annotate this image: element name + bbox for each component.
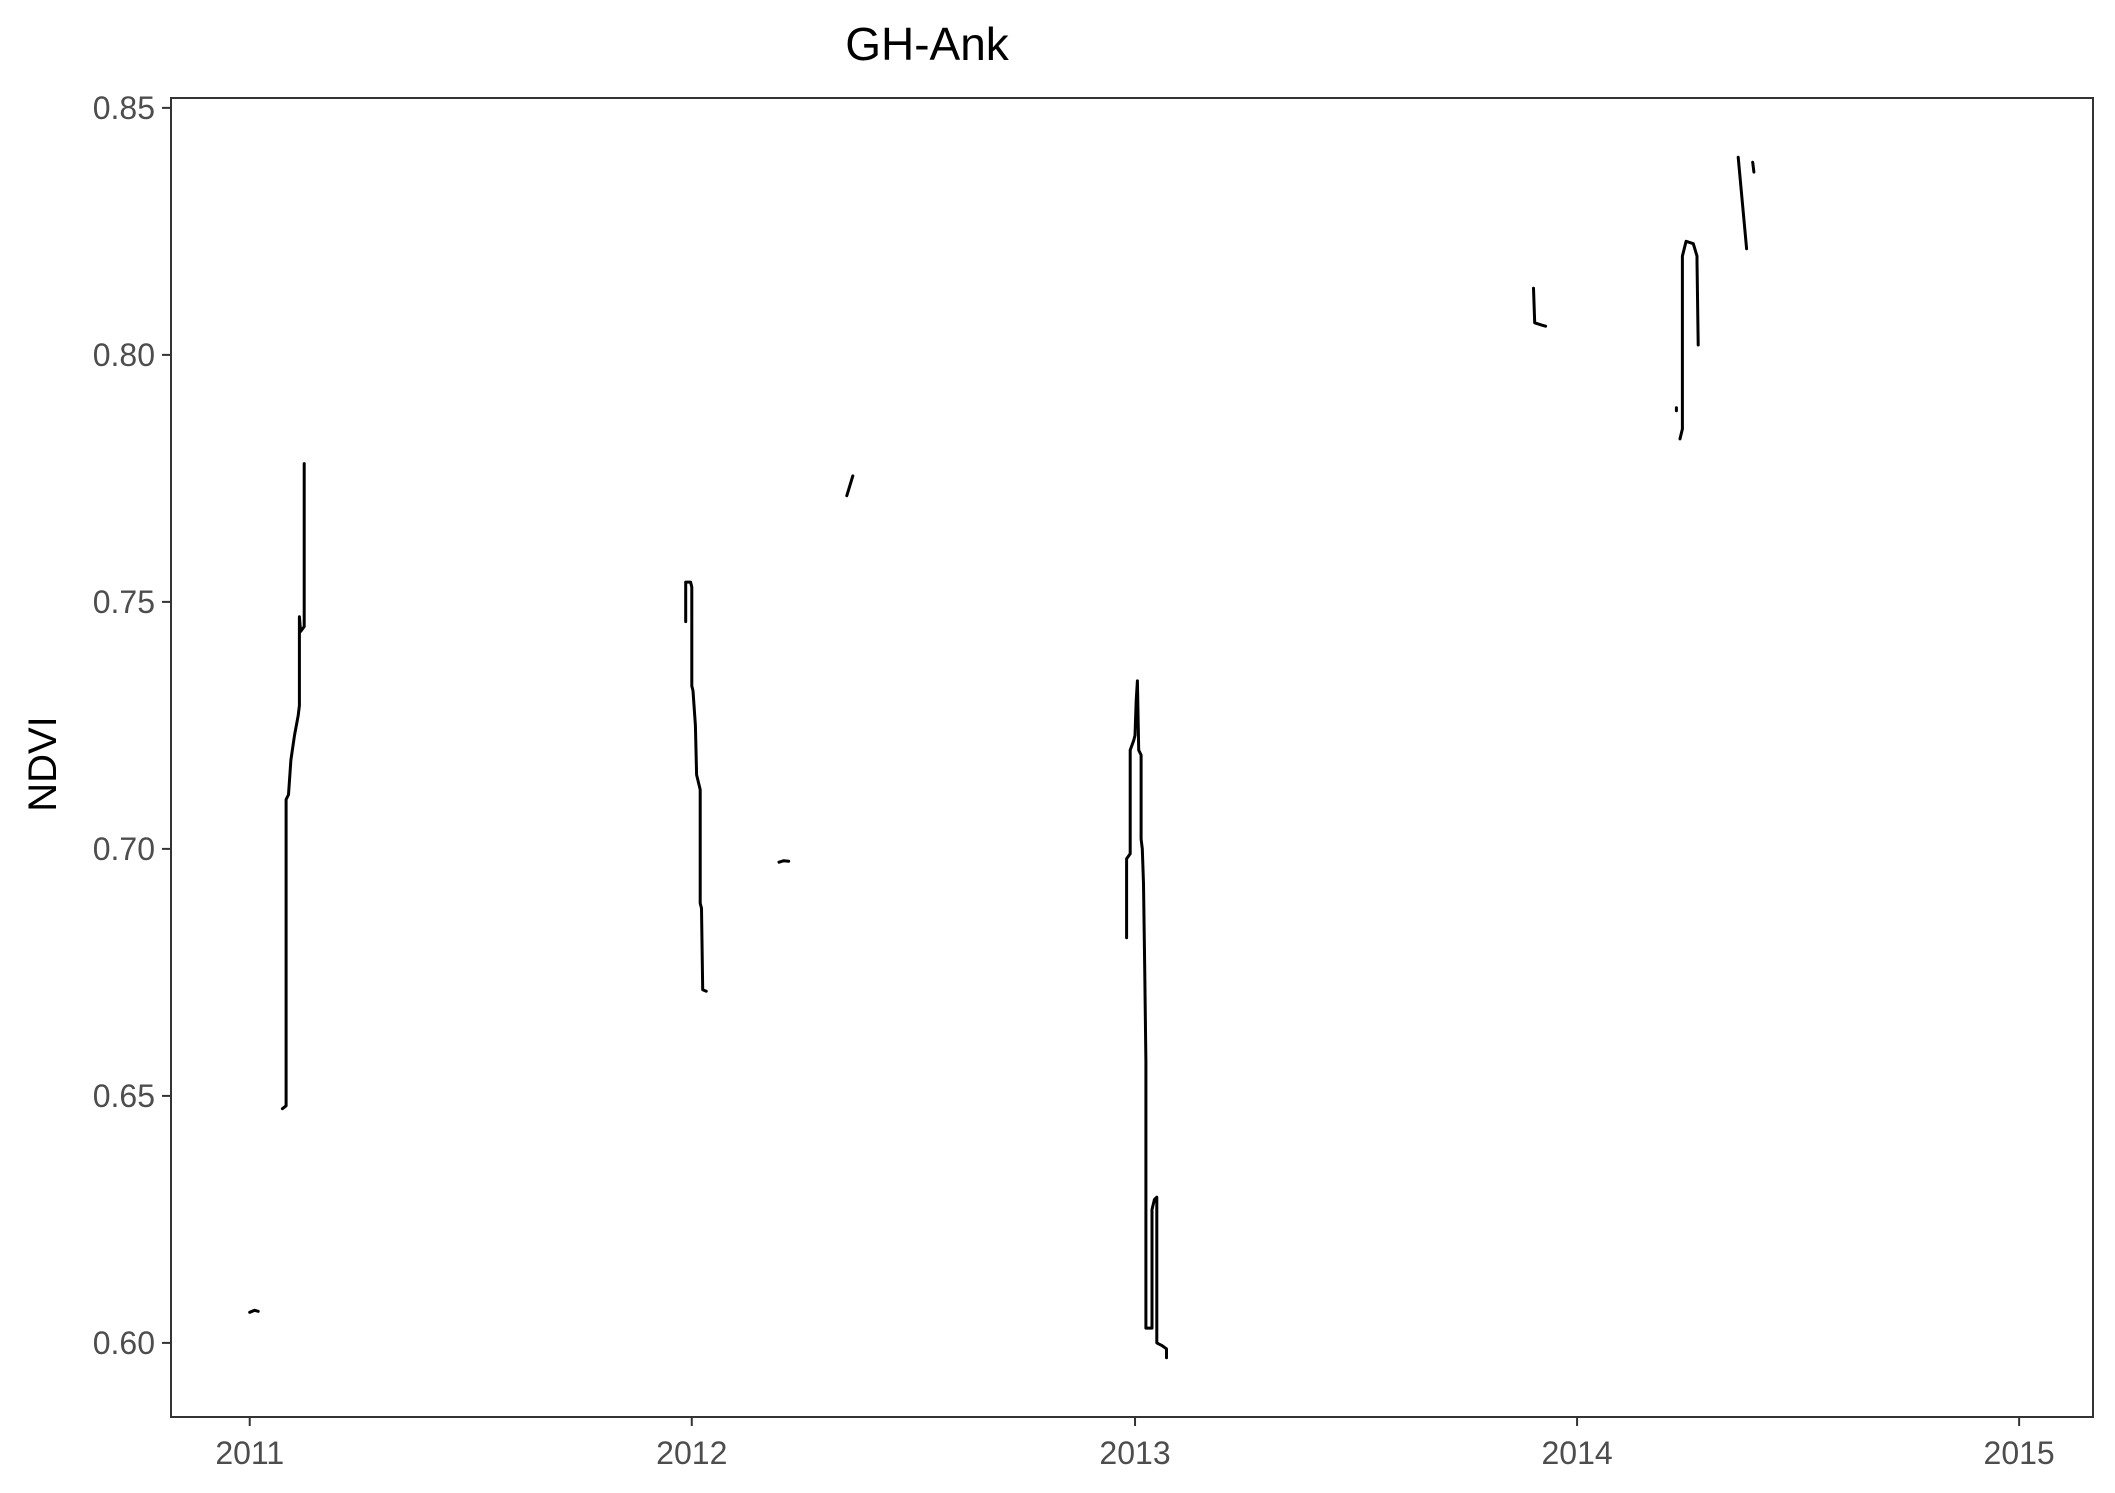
y-tick-label: 0.75 — [93, 584, 155, 620]
y-tick-label: 0.60 — [93, 1325, 155, 1361]
ndvi-line-segment — [248, 1308, 260, 1314]
ndvi-line-segment — [1532, 286, 1548, 328]
y-axis: 0.60 0.65 0.70 0.75 0.80 0.85 — [93, 90, 171, 1361]
x-tick-label: 2012 — [656, 1435, 727, 1471]
y-tick-label: 0.70 — [93, 831, 155, 867]
x-tick-label: 2014 — [1541, 1435, 1612, 1471]
y-tick-label: 0.85 — [93, 90, 155, 126]
ndvi-line-segment — [1125, 679, 1168, 1360]
x-tick-label: 2013 — [1099, 1435, 1170, 1471]
y-axis-title: NDVI — [21, 716, 65, 812]
plot-area — [248, 155, 1756, 1360]
ndvi-line-segment — [1678, 239, 1700, 441]
chart-title: GH-Ank — [845, 18, 1010, 70]
x-tick-label: 2015 — [1984, 1435, 2055, 1471]
ndvi-line-segment — [1751, 160, 1756, 174]
ndvi-line-segment — [1736, 155, 1749, 251]
x-tick-label: 2011 — [215, 1435, 284, 1471]
ndvi-line-segment — [684, 580, 708, 993]
panel-border — [170, 97, 2094, 1418]
ndvi-line-segment — [845, 474, 855, 498]
ndvi-line-segment — [777, 859, 791, 864]
ndvi-line-segment — [280, 462, 306, 1111]
y-tick-label: 0.80 — [93, 337, 155, 373]
x-axis: 2011 2012 2013 2014 2015 — [215, 1417, 2055, 1471]
y-tick-label: 0.65 — [93, 1078, 155, 1114]
